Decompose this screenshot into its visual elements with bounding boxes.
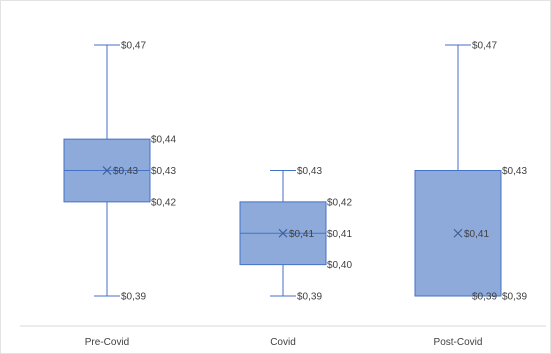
pre-covid-q1-label: $0,42 [151, 197, 176, 208]
covid-q3-label: $0,42 [327, 197, 352, 208]
post-covid-category-label: Post-Covid [434, 337, 483, 348]
covid-q1-label: $0,40 [327, 260, 352, 271]
pre-covid-min-label: $0,39 [121, 292, 146, 303]
pre-covid-category-label: Pre-Covid [85, 337, 129, 348]
covid-category-label: Covid [270, 337, 296, 348]
pre-covid-mean-label: $0,43 [113, 166, 138, 177]
pre-covid-mean-marker [102, 166, 112, 175]
covid-mean-marker [278, 228, 288, 238]
post-covid-min-label: $0,39 [472, 292, 497, 303]
pre-covid-max-label: $0,47 [121, 41, 146, 52]
post-covid-mean-marker [453, 228, 463, 238]
post-covid-q3-label: $0,43 [502, 166, 527, 177]
covid-mean-label: $0,41 [289, 229, 314, 240]
post-covid-mean-label: $0,41 [464, 229, 489, 240]
covid-median-label: $0,41 [327, 229, 352, 240]
post-covid-q1-label: $0,39 [502, 292, 527, 303]
covid-max-label: $0,43 [297, 166, 322, 177]
pre-covid-q3-label: $0,44 [151, 135, 176, 146]
post-covid-max-label: $0,47 [472, 41, 497, 52]
covid-min-label: $0,39 [297, 292, 322, 303]
pre-covid-median-label: $0,43 [151, 166, 176, 177]
